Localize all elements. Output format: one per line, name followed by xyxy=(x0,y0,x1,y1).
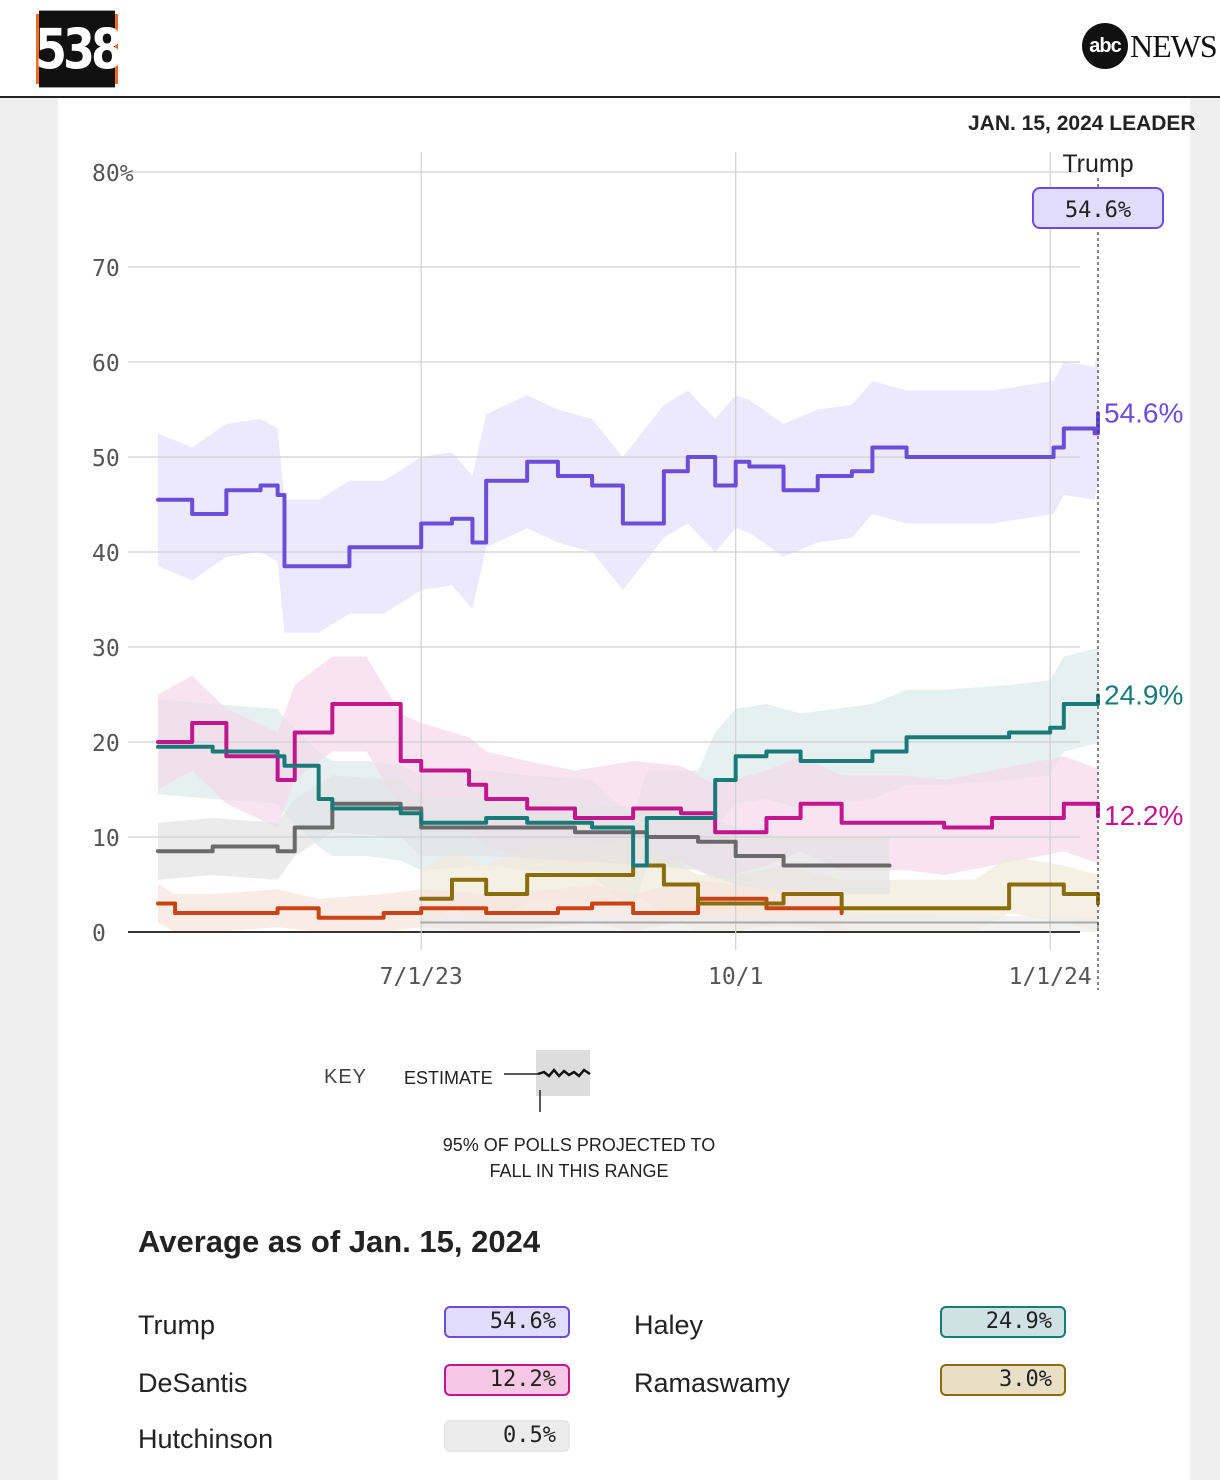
y-tick-label: 20 xyxy=(92,731,120,757)
key-note-line2: FALL IN THIS RANGE xyxy=(489,1161,669,1181)
logo-538-text: 538 xyxy=(35,10,123,88)
y-tick-label: 10 xyxy=(92,826,120,852)
polling-chart: 80% 70 60 50 40 30 20 10 0 7/1/23 10/1 1/1/24 Trump 5… xyxy=(92,150,1183,990)
y-tick-label: 40 xyxy=(92,541,120,567)
y-tick-label: 80% xyxy=(92,161,134,187)
candidate-name: DeSantis xyxy=(138,1368,248,1398)
candidate-value: 0.5% xyxy=(444,1420,570,1452)
series-line xyxy=(156,411,1100,569)
abc-logo-news: NEWS xyxy=(1130,27,1218,64)
key-note-line1: 95% OF POLLS PROJECTED TO xyxy=(442,1135,716,1155)
average-row-hutchinson: Hutchinson 0.5% xyxy=(138,1420,578,1456)
series-line xyxy=(156,896,844,920)
series-end-label: 54.6% xyxy=(1104,397,1183,428)
abc-logo-circle: abc xyxy=(1082,23,1128,69)
series-end-label: 24.9% xyxy=(1104,679,1183,710)
key-note: 95% OF POLLS PROJECTED TO FALL IN THIS R… xyxy=(394,1132,764,1184)
candidate-name: Hutchinson xyxy=(138,1424,274,1454)
series-line xyxy=(156,693,1100,868)
average-row-trump: Trump 54.6% xyxy=(138,1306,578,1342)
uncertainty-band xyxy=(158,346,1098,633)
uncertainty-band xyxy=(158,647,1098,913)
candidate-value: 3.0% xyxy=(940,1364,1066,1396)
candidate-name: Trump xyxy=(138,1310,216,1340)
average-row-desantis: DeSantis 12.2% xyxy=(138,1364,578,1400)
x-tick-label: 7/1/23 xyxy=(380,964,463,990)
series-line xyxy=(156,801,892,868)
candidate-name: Ramaswamy xyxy=(634,1368,791,1398)
y-tick-label: 70 xyxy=(92,256,120,282)
key-estimate-icon xyxy=(504,1050,591,1112)
candidate-value: 12.2% xyxy=(444,1364,570,1396)
key-estimate-label: ESTIMATE xyxy=(404,1068,493,1088)
average-row-ramaswamy: Ramaswamy 3.0% xyxy=(634,1364,1074,1400)
average-row-haley: Haley 24.9% xyxy=(634,1306,1074,1342)
x-tick-label: 1/1/24 xyxy=(1009,964,1092,990)
candidate-value: 54.6% xyxy=(444,1306,570,1338)
leader-name: Trump xyxy=(1062,150,1133,178)
x-tick-label: 10/1 xyxy=(708,964,763,990)
series-lines xyxy=(156,411,1100,929)
series-end-label: 12.2% xyxy=(1104,800,1183,831)
logo-538[interactable]: 538 xyxy=(35,10,123,88)
abc-news-logo[interactable]: abc NEWS xyxy=(1082,22,1218,70)
y-tick-label: 60 xyxy=(92,351,120,377)
series-line xyxy=(419,863,1100,911)
leader-heading: JAN. 15, 2024 LEADER xyxy=(968,112,1196,135)
key-label: KEY xyxy=(324,1066,368,1088)
y-tick-label: 30 xyxy=(92,636,120,662)
chart-labels: 80% 70 60 50 40 30 20 10 0 7/1/23 10/1 1/1/24 Trump 5… xyxy=(92,150,1183,990)
average-title: Average as of Jan. 15, 2024 xyxy=(138,1224,541,1259)
leader-value: 54.6% xyxy=(1065,198,1131,223)
candidate-name: Haley xyxy=(634,1310,704,1340)
leader-value-box xyxy=(1032,187,1164,229)
candidate-value: 24.9% xyxy=(940,1306,1066,1338)
top-bar: 538 abc NEWS xyxy=(0,0,1220,98)
key-estimate-sample xyxy=(537,1068,591,1078)
uncertainty-bands xyxy=(158,346,1098,932)
y-tick-label: 50 xyxy=(92,446,120,472)
chart-key: KEY ESTIMATE 95% OF POLLS PROJECTED TO F… xyxy=(324,1050,744,1194)
y-tick-label: 0 xyxy=(92,921,106,947)
